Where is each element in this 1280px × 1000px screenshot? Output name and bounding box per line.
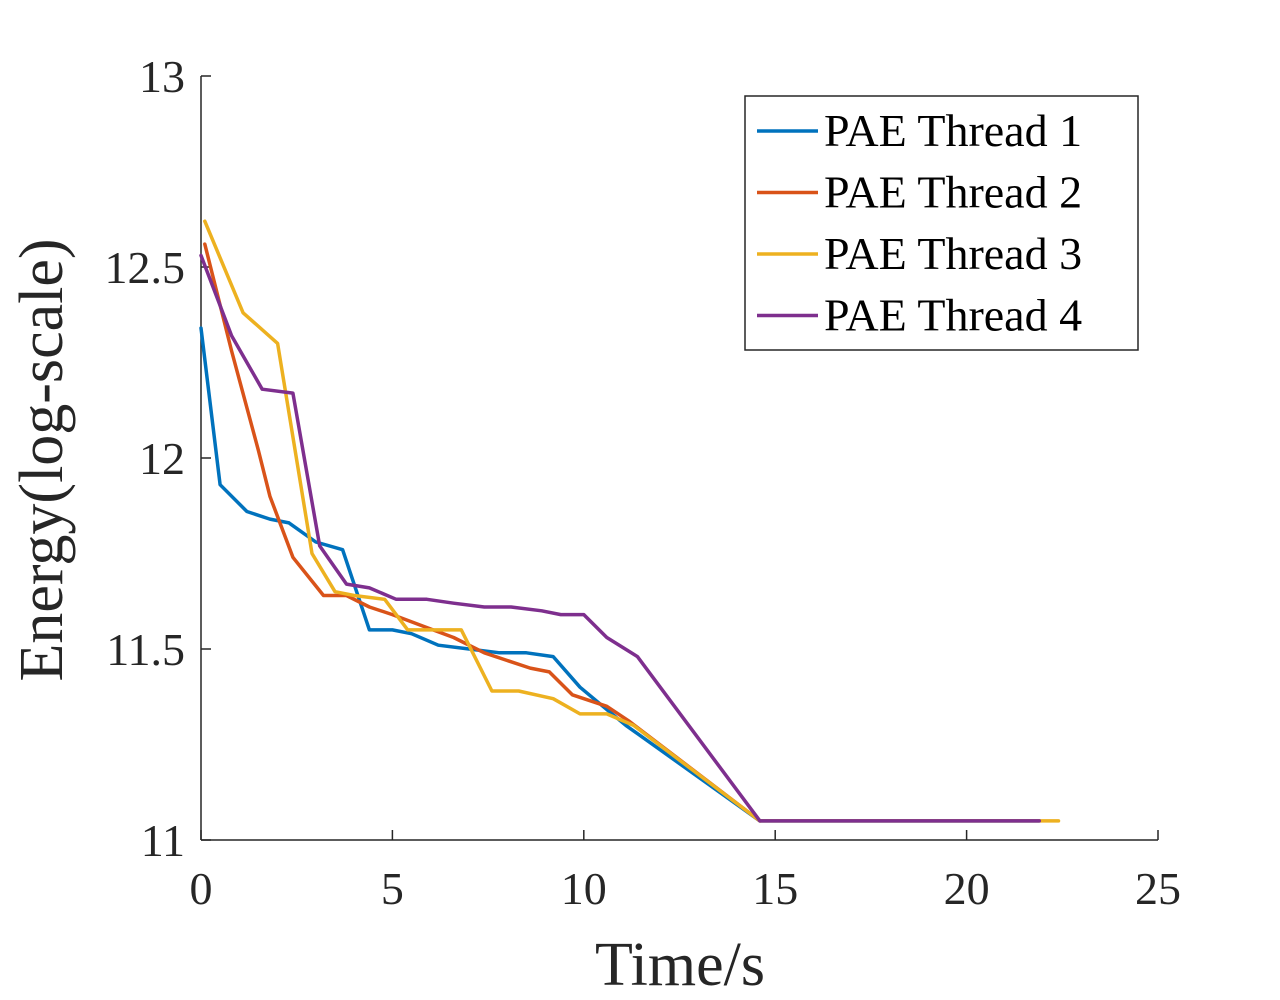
series-line-3 [203,219,1061,823]
y-tick-label: 13 [139,51,185,102]
x-tick-label: 20 [944,863,990,914]
y-tick-label: 11.5 [106,624,185,675]
legend-label-2: PAE Thread 2 [824,167,1082,218]
x-tick-label: 0 [190,863,213,914]
legend: PAE Thread 1 PAE Thread 2 PAE Thread 3 PAE … [744,95,1139,351]
x-tick-label: 25 [1135,863,1181,914]
legend-box [744,95,1139,351]
y-tick-label: 12.5 [105,242,186,293]
series-line-4 [199,253,1042,823]
y-axis-title: Energy(log-scale) [8,239,76,682]
legend-label-3: PAE Thread 3 [824,228,1082,279]
legend-label-4: PAE Thread 4 [824,290,1082,341]
x-tick-label: 15 [752,863,798,914]
axes: 0 5 10 15 20 25 11 11.5 12 12.5 13 [105,51,1182,914]
x-tick-label: 10 [561,863,607,914]
x-tick-label: 5 [381,863,404,914]
legend-label-1: PAE Thread 1 [824,105,1082,156]
series-line-2 [203,242,762,823]
y-tick-label: 12 [139,433,185,484]
series-lines [199,219,1061,823]
x-axis-title: Time/s [595,931,765,999]
y-tick-label: 11 [141,815,185,866]
series-line-1 [199,326,1042,823]
